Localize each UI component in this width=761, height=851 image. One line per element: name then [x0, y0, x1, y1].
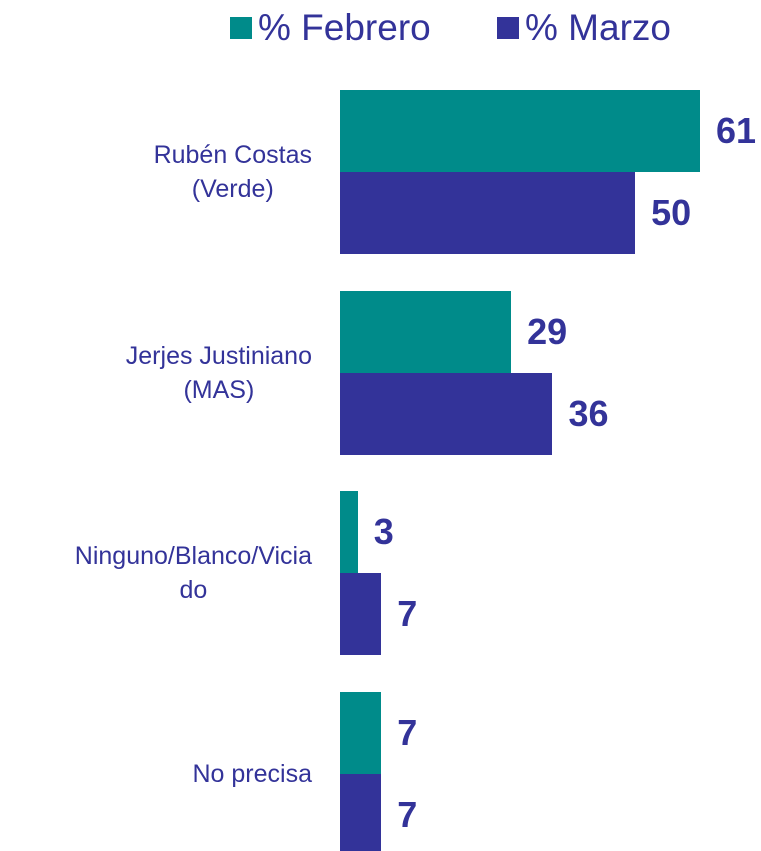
value-label: 36 [568, 392, 609, 434]
legend-swatch [230, 17, 252, 39]
bar [340, 172, 636, 254]
value-label: 7 [397, 593, 418, 634]
bar [340, 773, 382, 851]
value-label: 7 [397, 711, 418, 753]
bar [340, 491, 358, 573]
category-label: Ninguno/Blanco/Vicia do [74, 542, 312, 604]
value-label: 50 [651, 192, 692, 233]
bar [340, 290, 512, 373]
bar [340, 573, 382, 655]
legend-label: % Febrero [258, 7, 431, 48]
category-label: Jerjes Justiniano (MAS) [125, 341, 312, 404]
category-label-box: Ninguno/Blanco/Vicia do [75, 533, 312, 613]
legend-label: % Marzo [525, 7, 671, 48]
legend-swatch [497, 17, 519, 39]
value-label: 61 [716, 110, 757, 151]
category-label: No precisa [192, 759, 313, 788]
bar [340, 372, 553, 455]
bar [340, 90, 700, 172]
category-label-box: No precisa [193, 734, 313, 814]
value-label: 29 [527, 310, 568, 352]
category-label: Rubén Costas (Verde) [153, 141, 312, 203]
category-label-box: Rubén Costas (Verde) [154, 132, 312, 212]
category-label-box: Jerjes Justiniano (MAS) [126, 333, 312, 413]
value-label: 3 [373, 511, 394, 552]
value-label: 7 [397, 793, 418, 835]
bar [340, 691, 382, 774]
